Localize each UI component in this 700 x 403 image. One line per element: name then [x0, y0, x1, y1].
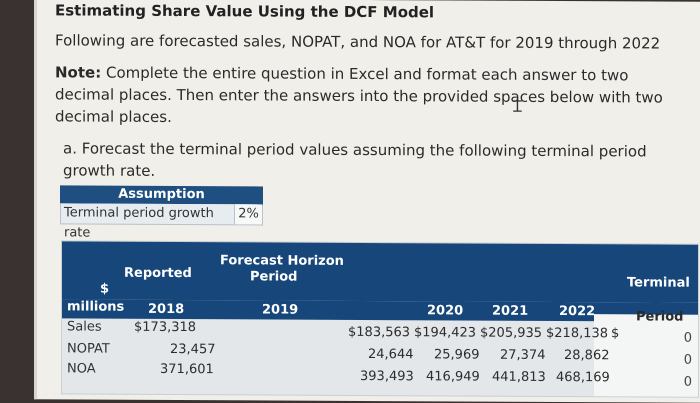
- sales-prefix: $: [611, 326, 620, 342]
- nopat-2022: 28,862: [564, 348, 610, 364]
- row-label-sales: Sales: [67, 319, 102, 335]
- noa-2022: 468,169: [556, 369, 610, 386]
- period-label: Period: [636, 309, 684, 325]
- page-title: Estimating Share Value Using the DCF Mod…: [55, 1, 435, 22]
- nopat-2021: 27,374: [500, 347, 546, 363]
- assumption-row: Terminal period growth rate 2%: [60, 203, 263, 241]
- forecast-header-line2: Period: [250, 269, 298, 285]
- assumption-header: Assumption: [60, 185, 263, 205]
- year-2021: 2021: [492, 303, 529, 319]
- terminal-header: Terminal: [627, 275, 690, 291]
- assumption-box: Assumption Terminal period growth rate 2…: [60, 185, 263, 241]
- sales-reported: $173,318: [134, 319, 197, 336]
- question-a: a. Forecast the terminal period values a…: [63, 139, 647, 180]
- year-2018: 2018: [148, 301, 185, 318]
- reported-header: Reported: [124, 265, 192, 282]
- nopat-2020: 25,969: [434, 347, 480, 363]
- noa-2020: 416,949: [426, 369, 480, 385]
- growth-rate-value: 2%: [234, 204, 262, 225]
- intro-text: Following are forecasted sales, NOPAT, a…: [55, 31, 661, 53]
- forecast-table: Reported Forecast Horizon Period Termina…: [61, 240, 699, 398]
- note-label: Note:: [55, 63, 102, 82]
- noa-terminal-input[interactable]: 0: [683, 374, 692, 390]
- sales-2022: $218,138: [546, 325, 609, 342]
- screen: Estimating Share Value Using the DCF Mod…: [34, 0, 700, 403]
- dollar-label: $: [100, 281, 110, 297]
- question-panel: Estimating Share Value Using the DCF Mod…: [55, 0, 699, 398]
- nopat-2019: 24,644: [368, 346, 414, 363]
- nopat-terminal-input[interactable]: 0: [683, 352, 692, 368]
- noa-2021: 441,813: [492, 369, 546, 385]
- sales-2021: $205,935: [480, 325, 543, 341]
- year-2020: 2020: [427, 303, 464, 319]
- forecast-header-line1: Forecast Horizon: [220, 253, 344, 269]
- millions-label: millions: [67, 299, 125, 315]
- noa-reported: 371,601: [160, 361, 214, 378]
- year-2022: 2022: [559, 303, 596, 320]
- text-cursor-icon: Ɪ: [513, 96, 522, 116]
- growth-rate-label: Terminal period growth rate: [64, 205, 214, 241]
- noa-2019: 393,493: [360, 368, 414, 385]
- row-label-noa: NOA: [67, 361, 96, 377]
- year-2019: 2019: [262, 302, 299, 318]
- nopat-reported: 23,457: [170, 341, 216, 358]
- sales-2019: $183,563: [348, 324, 411, 341]
- note-body: Complete the entire question in Excel an…: [55, 63, 663, 126]
- row-label-nopat: NOPAT: [67, 341, 110, 357]
- sales-2020: $194,423: [414, 325, 477, 341]
- sales-terminal-input[interactable]: 0: [683, 330, 692, 346]
- note-text: Note: Complete the entire question in Ex…: [55, 61, 685, 130]
